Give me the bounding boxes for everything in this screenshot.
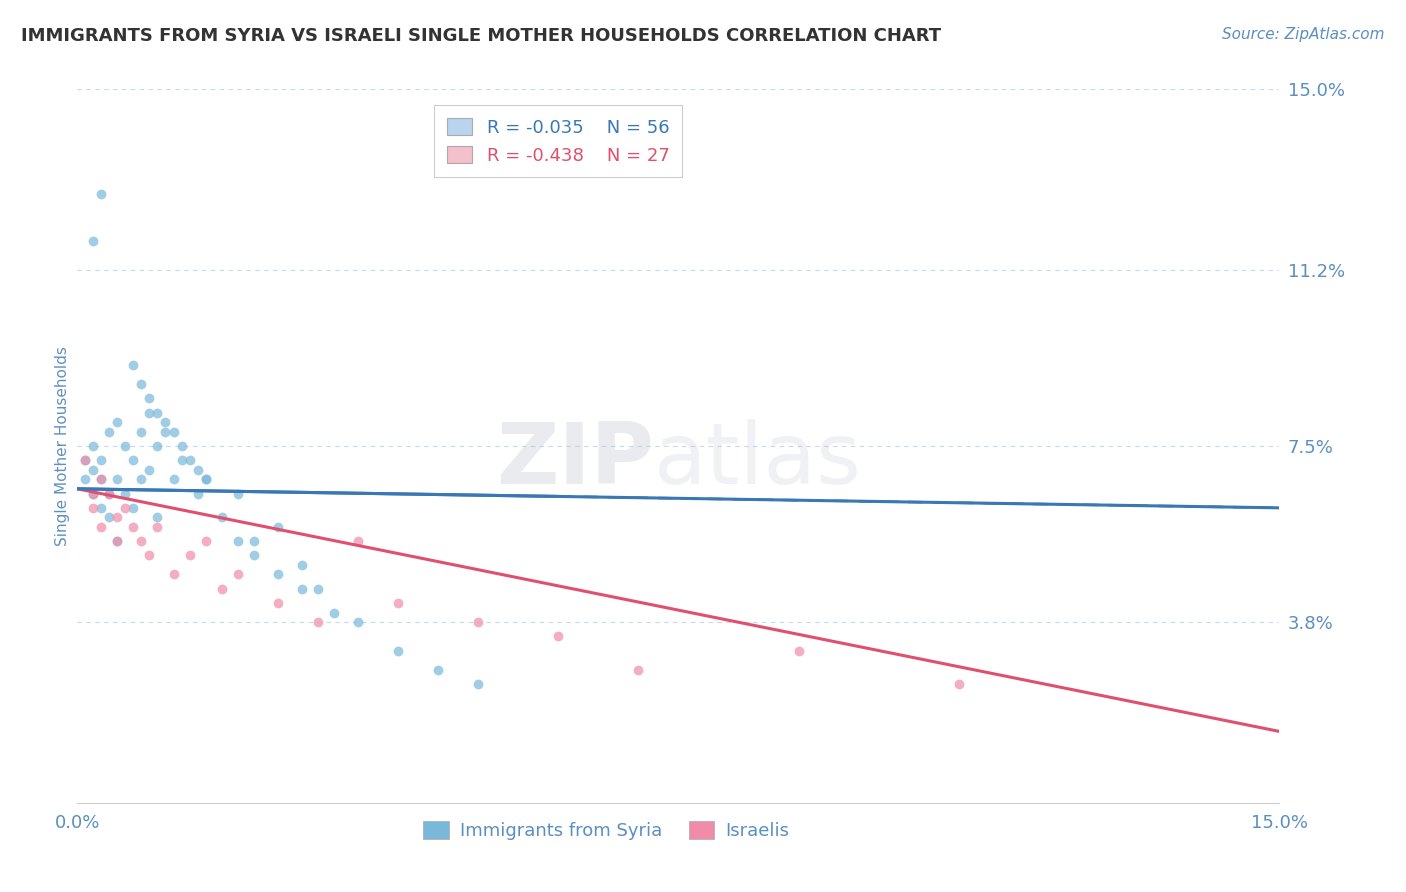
- Y-axis label: Single Mother Households: Single Mother Households: [55, 346, 70, 546]
- Point: [267, 596, 290, 610]
- Point: [179, 453, 201, 467]
- Point: [114, 486, 136, 500]
- Text: IMMIGRANTS FROM SYRIA VS ISRAELI SINGLE MOTHER HOUSEHOLDS CORRELATION CHART: IMMIGRANTS FROM SYRIA VS ISRAELI SINGLE …: [21, 27, 941, 45]
- Point: [179, 549, 201, 563]
- Point: [627, 663, 650, 677]
- Point: [138, 549, 160, 563]
- Point: [186, 463, 209, 477]
- Point: [387, 643, 409, 657]
- Point: [114, 439, 136, 453]
- Legend: Immigrants from Syria, Israelis: Immigrants from Syria, Israelis: [416, 814, 796, 847]
- Point: [75, 453, 97, 467]
- Point: [131, 377, 153, 392]
- Point: [211, 582, 233, 596]
- Point: [82, 500, 104, 515]
- Point: [948, 677, 970, 691]
- Point: [307, 582, 329, 596]
- Point: [387, 596, 409, 610]
- Text: Source: ZipAtlas.com: Source: ZipAtlas.com: [1222, 27, 1385, 42]
- Point: [90, 453, 112, 467]
- Point: [467, 677, 489, 691]
- Point: [267, 520, 290, 534]
- Point: [307, 615, 329, 629]
- Text: ZIP: ZIP: [496, 418, 654, 502]
- Point: [226, 534, 249, 549]
- Point: [82, 235, 104, 249]
- Point: [82, 486, 104, 500]
- Point: [90, 472, 112, 486]
- Point: [90, 472, 112, 486]
- Point: [90, 520, 112, 534]
- Point: [82, 486, 104, 500]
- Point: [347, 534, 370, 549]
- Point: [267, 567, 290, 582]
- Point: [194, 534, 217, 549]
- Point: [146, 510, 169, 524]
- Point: [427, 663, 450, 677]
- Point: [114, 500, 136, 515]
- Point: [547, 629, 569, 643]
- Text: atlas: atlas: [654, 418, 862, 502]
- Point: [170, 453, 193, 467]
- Point: [146, 520, 169, 534]
- Point: [107, 510, 129, 524]
- Point: [107, 472, 129, 486]
- Point: [122, 500, 145, 515]
- Point: [107, 534, 129, 549]
- Point: [787, 643, 810, 657]
- Point: [131, 472, 153, 486]
- Point: [322, 606, 344, 620]
- Point: [211, 510, 233, 524]
- Point: [90, 186, 112, 201]
- Point: [226, 567, 249, 582]
- Point: [75, 472, 97, 486]
- Point: [90, 500, 112, 515]
- Point: [226, 486, 249, 500]
- Point: [146, 439, 169, 453]
- Point: [98, 510, 121, 524]
- Point: [75, 453, 97, 467]
- Point: [107, 415, 129, 429]
- Point: [467, 615, 489, 629]
- Point: [138, 463, 160, 477]
- Point: [347, 615, 370, 629]
- Point: [122, 453, 145, 467]
- Point: [242, 534, 264, 549]
- Point: [162, 567, 184, 582]
- Point: [242, 549, 264, 563]
- Point: [194, 472, 217, 486]
- Point: [291, 558, 314, 572]
- Point: [122, 520, 145, 534]
- Point: [107, 534, 129, 549]
- Point: [138, 406, 160, 420]
- Point: [146, 406, 169, 420]
- Point: [162, 425, 184, 439]
- Point: [194, 472, 217, 486]
- Point: [98, 486, 121, 500]
- Point: [98, 486, 121, 500]
- Point: [122, 358, 145, 372]
- Point: [98, 425, 121, 439]
- Point: [82, 463, 104, 477]
- Point: [82, 439, 104, 453]
- Point: [155, 415, 177, 429]
- Point: [170, 439, 193, 453]
- Point: [291, 582, 314, 596]
- Point: [131, 425, 153, 439]
- Point: [131, 534, 153, 549]
- Point: [162, 472, 184, 486]
- Point: [186, 486, 209, 500]
- Point: [138, 392, 160, 406]
- Point: [155, 425, 177, 439]
